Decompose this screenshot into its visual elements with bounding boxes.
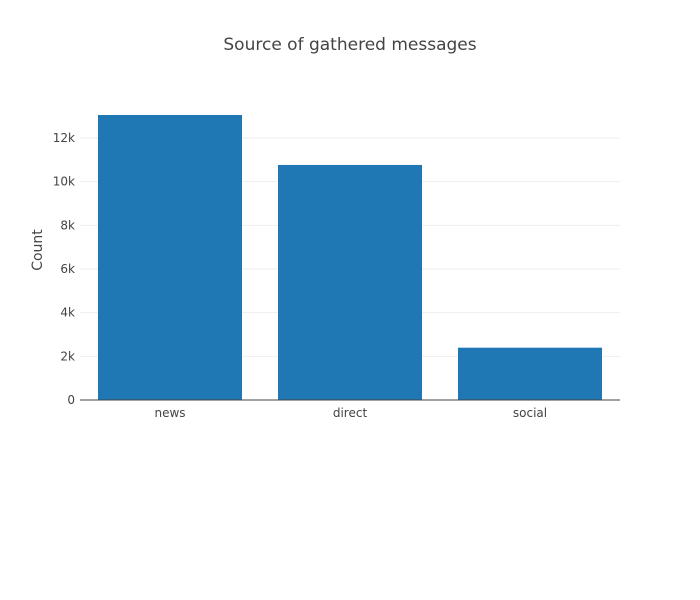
y-tick-label: 10k — [53, 175, 75, 189]
y-tick-label: 4k — [60, 306, 75, 320]
y-axis-title: Count — [30, 229, 46, 271]
bar-news[interactable] — [98, 114, 242, 401]
x-tick-label: news — [154, 406, 185, 420]
y-axis-ticks: 0 2k 4k 6k 8k 10k 12k — [53, 131, 75, 407]
bar-social[interactable] — [458, 347, 602, 400]
y-tick-label: 0 — [67, 393, 75, 407]
x-tick-label: direct — [333, 406, 368, 420]
y-tick-label: 2k — [60, 349, 75, 363]
bars — [98, 114, 602, 401]
y-tick-label: 6k — [60, 262, 75, 276]
x-axis-ticks: news direct social — [154, 406, 547, 420]
x-tick-label: social — [513, 406, 547, 420]
chart-title: Source of gathered messages — [223, 35, 476, 55]
y-tick-label: 8k — [60, 218, 75, 232]
y-tick-label: 12k — [53, 131, 75, 145]
bar-direct[interactable] — [278, 164, 422, 400]
